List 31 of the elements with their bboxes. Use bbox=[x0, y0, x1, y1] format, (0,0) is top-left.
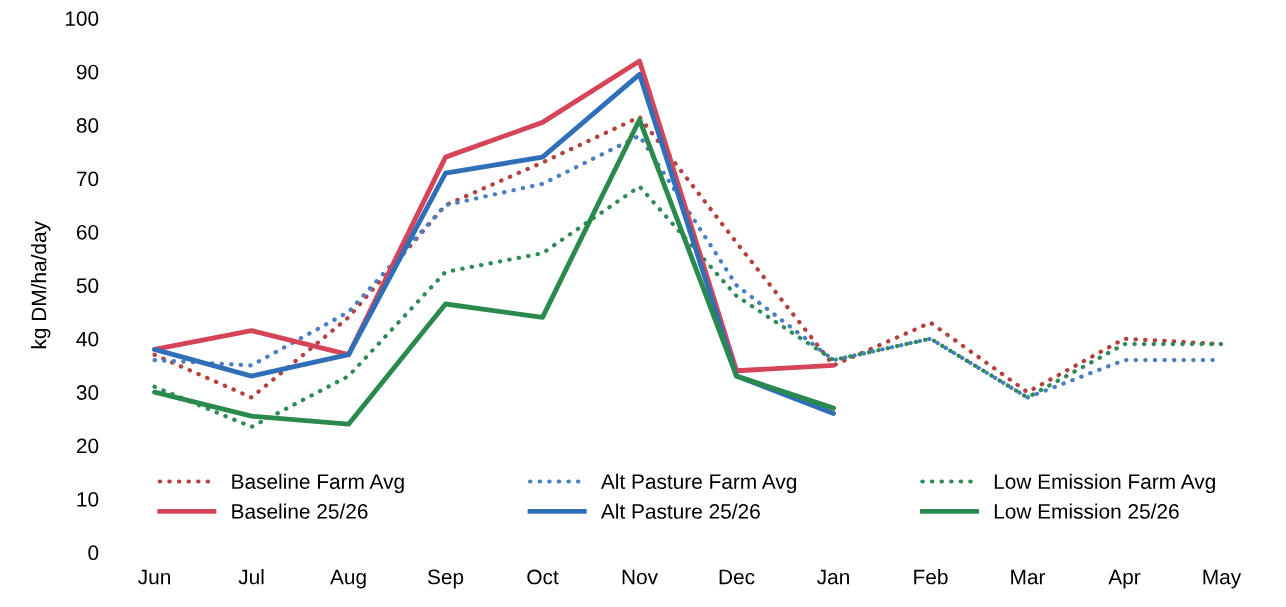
y-tick-label: 90 bbox=[76, 64, 99, 80]
x-tick-label: Dec bbox=[719, 569, 755, 585]
x-tick-label: Apr bbox=[1108, 569, 1141, 589]
x-tick-label: Jun bbox=[138, 569, 170, 585]
y-tick-label: 50 bbox=[76, 278, 99, 294]
x-tick-label: Oct bbox=[527, 569, 559, 585]
x-tick-label: Feb bbox=[914, 569, 948, 585]
line-series bbox=[152, 71, 836, 416]
x-tick-label: Jan bbox=[817, 569, 849, 585]
y-tick-label: 0 bbox=[88, 545, 99, 561]
x-tick-label: Aug bbox=[330, 569, 366, 589]
x-tick-label: Jul bbox=[238, 569, 264, 585]
y-tick-label: 40 bbox=[76, 331, 99, 347]
x-tick-label: Mar bbox=[1011, 569, 1046, 585]
legend-label: Alt Pasture 25/26 bbox=[600, 503, 760, 519]
legend-label: Baseline 25/26 bbox=[232, 503, 368, 519]
y-tick-label: 10 bbox=[77, 491, 99, 507]
y-axis-title: kg DM/ha/day bbox=[31, 221, 51, 349]
y-tick-label: 60 bbox=[76, 224, 99, 240]
y-tick-label: 70 bbox=[76, 171, 99, 187]
y-tick-label: 100 bbox=[65, 11, 99, 26]
x-tick-label: May bbox=[1203, 569, 1242, 589]
legend-label: Low Emission Farm Avg bbox=[994, 473, 1215, 494]
y-tick-label: 80 bbox=[76, 118, 99, 133]
y-tick-label: 20 bbox=[76, 438, 99, 454]
legend-label: Baseline Farm Avg bbox=[232, 473, 404, 494]
x-tick-label: Nov bbox=[622, 569, 658, 585]
x-tick-label: Sep bbox=[427, 569, 464, 589]
legend-label: Alt Pasture Farm Avg bbox=[600, 473, 797, 494]
y-tick-label: 30 bbox=[76, 385, 99, 400]
legend-label: Low Emission 25/26 bbox=[994, 503, 1179, 519]
